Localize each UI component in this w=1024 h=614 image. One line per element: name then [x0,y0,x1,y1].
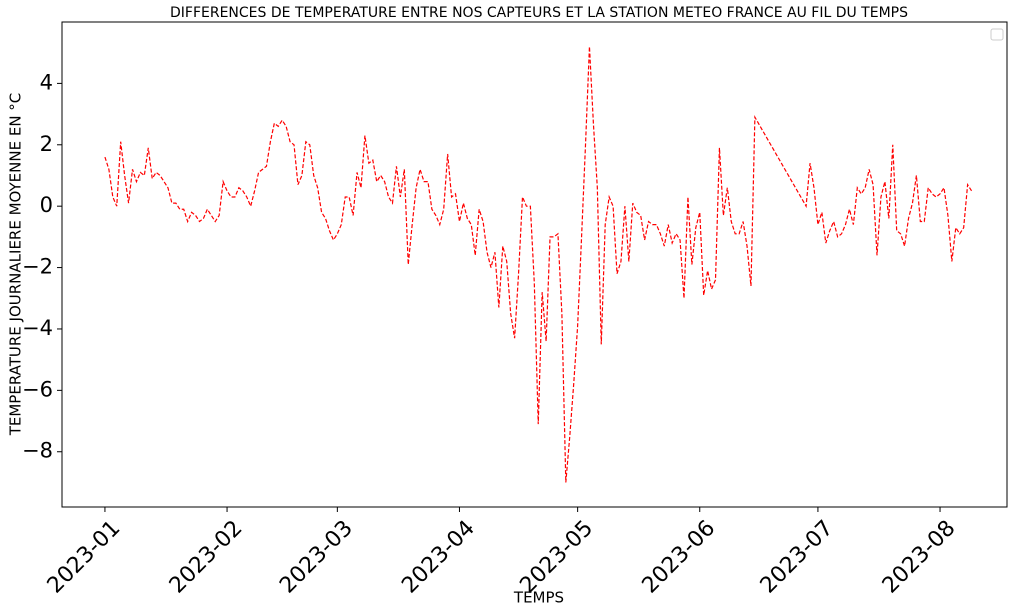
x-tick-label: 2023-02 [165,516,248,599]
x-tick-label: 2023-04 [397,516,480,599]
plot-frame [61,21,1008,508]
x-tick-label: 2023-01 [43,516,126,599]
legend-box [990,28,1004,41]
x-axis-label: TEMPS [513,589,564,607]
y-tick-label: −2 [22,255,53,279]
x-tick-label: 2023-08 [878,516,961,599]
x-tick-label: 2023-06 [638,516,721,599]
y-tick-label: −6 [22,377,53,401]
data-line [104,46,973,483]
chart-title: DIFFERENCES DE TEMPERATURE ENTRE NOS CAP… [170,5,908,21]
x-tick-label: 2023-05 [515,516,598,599]
y-tick-label: 2 [40,132,53,156]
y-tick-label: 4 [40,70,53,94]
y-tick-label: −4 [22,316,53,340]
y-tick-label: 0 [40,193,53,217]
y-tick-label: −8 [22,439,53,463]
y-axis-label: TEMPERATURE JOURNALIERE MOYENNE EN °C [7,93,25,437]
x-tick-label: 2023-07 [756,516,839,599]
x-tick-label: 2023-03 [275,516,358,599]
